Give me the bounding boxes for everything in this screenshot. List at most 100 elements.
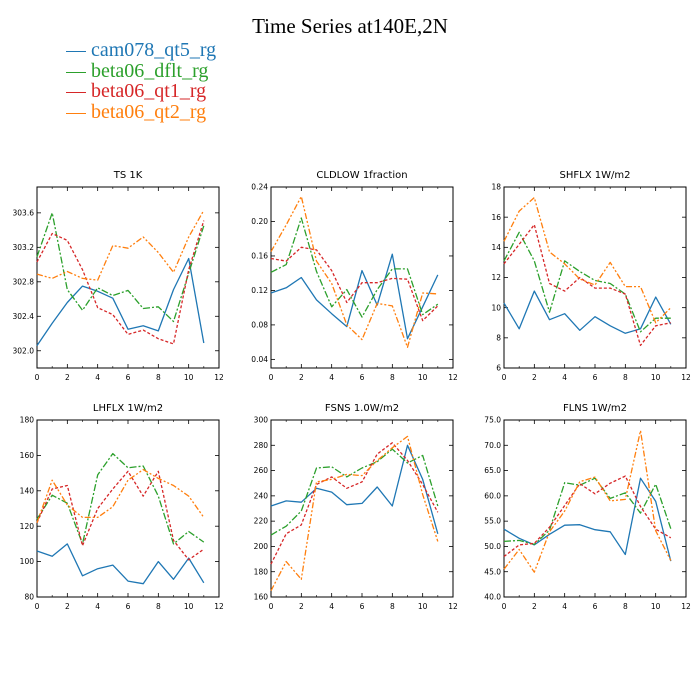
legend-label: beta06_dflt_rg	[91, 60, 209, 82]
y-tick-label: 302.0	[13, 346, 35, 355]
x-tick-label: 8	[156, 373, 161, 382]
y-tick-label: 8	[496, 333, 501, 342]
legend-label: beta06_qt1_rg	[91, 80, 207, 102]
y-tick-label: 55.0	[484, 517, 501, 526]
y-tick-label: 40.0	[484, 593, 501, 602]
x-tick-label: 6	[360, 373, 365, 382]
x-tick-label: 6	[593, 373, 598, 382]
x-tick-label: 4	[329, 602, 334, 611]
series-line	[270, 435, 439, 592]
series-line	[36, 257, 205, 346]
x-tick-label: 2	[532, 602, 537, 611]
x-tick-label: 6	[593, 602, 598, 611]
x-tick-label: 4	[329, 373, 334, 382]
legend-line-swatch	[66, 91, 86, 93]
legend-item: beta06_qt2_rg	[66, 101, 206, 123]
series-line	[270, 217, 439, 318]
series-line	[36, 452, 205, 545]
series-line	[503, 290, 672, 334]
x-tick-label: 6	[126, 373, 131, 382]
y-tick-label: 6	[496, 364, 501, 373]
x-tick-label: 10	[651, 373, 661, 382]
x-tick-label: 4	[95, 373, 100, 382]
y-tick-label: 75.0	[484, 416, 501, 425]
legend-label: cam078_qt5_rg	[91, 39, 217, 61]
series-line	[270, 246, 439, 322]
y-tick-label: 302.8	[13, 277, 35, 286]
series-line	[270, 253, 439, 340]
x-tick-label: 0	[269, 602, 274, 611]
chart-panel: CLDLOW 1fraction 0 2 4 6 8 10 12 0.04 0.08 0.12 0.1…	[251, 170, 458, 382]
x-tick-label: 6	[126, 602, 131, 611]
legend-item: cam078_qt5_rg	[66, 39, 216, 61]
panel-title: SHFLX 1W/m2	[560, 170, 631, 181]
y-tick-label: 140	[20, 486, 35, 495]
x-tick-label: 10	[651, 602, 661, 611]
series-line	[36, 470, 205, 561]
x-tick-label: 2	[299, 602, 304, 611]
page-title: Time Series at140E,2N	[252, 14, 448, 38]
plot-frame	[270, 186, 454, 369]
y-tick-label: 10	[491, 303, 501, 312]
series-line	[503, 429, 672, 573]
y-tick-label: 50.0	[484, 542, 501, 551]
legend-line-swatch	[66, 112, 86, 114]
y-tick-label: 240	[254, 491, 269, 500]
y-tick-label: 14	[491, 243, 501, 252]
x-tick-label: 10	[184, 602, 194, 611]
series-line	[503, 475, 672, 558]
y-tick-label: 180	[254, 567, 269, 576]
y-tick-label: 300	[254, 416, 269, 425]
y-tick-label: 260	[254, 466, 269, 475]
panel-title: CLDLOW 1fraction	[316, 170, 407, 181]
x-tick-label: 12	[214, 602, 224, 611]
x-tick-label: 4	[562, 602, 567, 611]
x-tick-label: 0	[35, 602, 40, 611]
series-line	[503, 224, 671, 347]
series-line	[270, 195, 438, 348]
series-line	[270, 444, 439, 534]
x-tick-label: 10	[418, 602, 428, 611]
series-line	[270, 442, 439, 565]
x-tick-label: 12	[214, 373, 224, 382]
y-tick-label: 0.24	[251, 183, 268, 192]
x-tick-label: 8	[623, 373, 628, 382]
series-line	[36, 212, 205, 323]
series-line	[36, 468, 205, 523]
y-tick-label: 302.4	[13, 312, 35, 321]
panel-title: TS 1K	[113, 170, 143, 181]
y-tick-label: 180	[20, 416, 35, 425]
series-line	[503, 196, 672, 324]
y-tick-label: 120	[20, 522, 35, 531]
y-tick-label: 0.08	[251, 321, 268, 330]
series-line	[36, 543, 205, 585]
x-tick-label: 2	[299, 373, 304, 382]
plot-frame	[503, 419, 687, 598]
x-tick-label: 0	[502, 373, 507, 382]
legend-item: beta06_dflt_rg	[66, 60, 208, 82]
chart-panel: FLNS 1W/m2 0 2 4 6 8 10 12 40.0 45.0 50.0 55.0 60.0 6…	[484, 403, 691, 611]
x-tick-label: 8	[156, 602, 161, 611]
x-tick-label: 12	[681, 373, 691, 382]
series-line	[503, 477, 672, 546]
y-tick-label: 200	[254, 542, 269, 551]
y-tick-label: 18	[491, 183, 501, 192]
y-tick-label: 160	[254, 593, 269, 602]
x-tick-label: 0	[269, 373, 274, 382]
y-tick-label: 220	[254, 517, 269, 526]
panel-title: LHFLX 1W/m2	[93, 403, 163, 414]
x-tick-label: 8	[390, 602, 395, 611]
x-tick-label: 12	[448, 602, 458, 611]
chart-panel: LHFLX 1W/m2 0 2 4 6 8 10 12 80 100 120 140 160 180	[20, 403, 224, 611]
x-tick-label: 12	[681, 602, 691, 611]
y-tick-label: 65.0	[484, 466, 501, 475]
legend-line-swatch	[66, 71, 86, 73]
y-tick-label: 0.04	[251, 355, 268, 364]
y-tick-label: 0.20	[251, 217, 268, 226]
x-tick-label: 10	[418, 373, 428, 382]
x-tick-label: 0	[35, 373, 40, 382]
x-tick-label: 8	[623, 602, 628, 611]
y-tick-label: 0.16	[251, 252, 268, 261]
series-line	[270, 448, 439, 536]
y-tick-label: 160	[20, 451, 35, 460]
